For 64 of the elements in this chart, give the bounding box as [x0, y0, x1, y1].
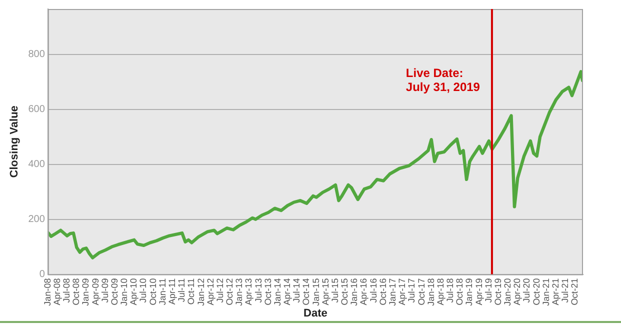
x-tick-label: Jan-21: [540, 278, 551, 306]
x-tick-label: Jan-09: [80, 278, 91, 306]
x-tick-label: Oct-14: [301, 278, 312, 306]
x-tick-label: Apr-15: [320, 278, 330, 306]
x-tick-label: Oct-18: [454, 278, 465, 306]
x-tick-label: Oct-08: [71, 278, 82, 306]
x-tick-label: Apr-09: [90, 278, 100, 306]
x-tick-label: Jan-16: [349, 278, 360, 306]
y-tick-label: 0: [39, 269, 46, 280]
x-tick-label: Jul-17: [406, 278, 417, 303]
x-tick-label: Jul-12: [214, 278, 225, 303]
x-tick-label: Oct-15: [340, 278, 350, 306]
x-tick-label: Jul-14: [292, 278, 302, 303]
ref-line-label: Live Date: July 31, 2019: [406, 66, 480, 94]
y-tick-label: 800: [28, 49, 46, 60]
x-tick-label: Jan-19: [464, 278, 474, 306]
x-tick-label: Jan-12: [196, 278, 206, 306]
y-tick-label: 200: [28, 214, 46, 226]
x-tick-label: Apr-21: [550, 278, 560, 306]
x-axis-title: Date: [304, 307, 328, 320]
x-tick-label: Oct-12: [224, 278, 235, 306]
x-tick-label: Jan-08: [42, 278, 52, 306]
x-tick-label: Oct-13: [262, 278, 273, 306]
x-tick-label: Oct-21: [570, 278, 580, 306]
x-tick-label: Oct-09: [109, 278, 120, 306]
x-tick-label: Jul-13: [253, 278, 264, 303]
x-tick-label: Jan-13: [234, 278, 244, 306]
x-tick-label: Apr-18: [435, 278, 446, 306]
x-tick-label: Apr-20: [512, 278, 522, 306]
x-tick-label: Apr-13: [244, 278, 254, 306]
x-tick-label: Jan-18: [426, 278, 436, 306]
x-tick-label: Jul-18: [445, 278, 456, 303]
x-tick-label: Apr-11: [167, 278, 177, 305]
x-tick-label: Oct-11: [186, 278, 196, 305]
x-tick-label: Jul-09: [100, 278, 110, 303]
x-tick-label: Jan-17: [388, 278, 398, 306]
x-tick-label: Apr-08: [52, 278, 62, 306]
x-tick-label: Oct-10: [148, 278, 158, 306]
x-tick-label: Jan-10: [119, 278, 130, 306]
x-tick-label: Jan-20: [502, 278, 513, 306]
x-tick-label: Jan-14: [272, 278, 282, 306]
y-tick-label: 600: [28, 104, 46, 116]
x-tick-label: Oct-20: [531, 278, 542, 306]
x-tick-label: Jul-20: [522, 278, 532, 303]
x-tick-label: Apr-12: [205, 278, 216, 306]
x-tick-label: Apr-14: [282, 278, 292, 306]
y-axis-title: Closing Value: [8, 106, 21, 178]
x-tick-label: Apr-19: [474, 278, 484, 306]
x-tick-label: Oct-19: [492, 278, 503, 306]
x-tick-label: Jul-15: [330, 278, 340, 303]
x-tick-label: Jan-15: [310, 278, 321, 306]
x-tick-label: Jan-11: [157, 278, 168, 306]
x-tick-label: Jul-11: [176, 278, 187, 302]
x-tick-label: Apr-10: [128, 278, 139, 306]
y-tick-label: 400: [28, 159, 46, 170]
x-tick-label: Jul-08: [62, 278, 72, 303]
x-tick-label: Apr-17: [397, 278, 408, 306]
x-tick-label: Oct-16: [378, 278, 388, 306]
x-tick-label: Jul-10: [138, 278, 148, 303]
x-tick-label: Jul-16: [368, 278, 378, 303]
x-tick-label: Apr-16: [358, 278, 369, 306]
x-tick-label: Jul-19: [483, 278, 494, 303]
x-tick-label: Oct-17: [416, 278, 426, 306]
x-tick-label: Jul-21: [560, 278, 570, 303]
